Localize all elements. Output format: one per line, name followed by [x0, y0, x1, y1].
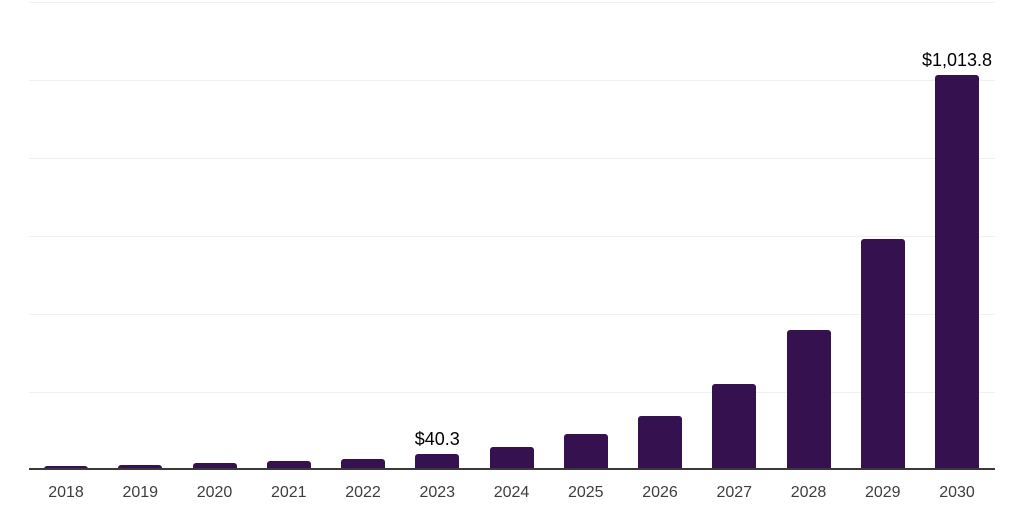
gridline-200	[29, 392, 995, 393]
x-tick-2023: 2023	[419, 484, 456, 501]
x-tick-2021: 2021	[270, 484, 307, 501]
x-tick-2018: 2018	[48, 484, 84, 501]
x-tick-2024: 2024	[493, 484, 530, 501]
x-axis-line	[29, 468, 995, 470]
x-tick-2022: 2022	[345, 484, 381, 501]
bar-2028	[786, 329, 831, 470]
bar-2018	[44, 465, 88, 470]
x-tick-2030: 2030	[939, 484, 975, 501]
bar-2030	[935, 74, 979, 470]
bar-2027	[712, 384, 757, 470]
gridline-400	[29, 314, 995, 315]
data-label-2023: $40.3	[414, 429, 460, 450]
x-tick-2026: 2026	[642, 484, 678, 501]
x-tick-2028: 2028	[790, 484, 827, 501]
bar-2020	[192, 463, 237, 470]
data-label-2030: $1,013.8	[921, 49, 993, 70]
gridline-1200	[29, 2, 995, 3]
bar-2026	[638, 416, 682, 470]
bar-2019	[118, 464, 163, 470]
x-tick-2029: 2029	[864, 484, 901, 501]
x-tick-2019: 2019	[122, 484, 159, 501]
bar-2023	[415, 454, 460, 470]
bar-2021	[266, 461, 311, 470]
bar-2024	[489, 446, 534, 470]
plot-area: $40.3 $1,013.8	[29, 2, 995, 470]
x-tick-2027: 2027	[716, 484, 753, 501]
bar-2025	[563, 434, 608, 470]
gridline-800	[29, 158, 995, 159]
bar-2022	[341, 459, 385, 470]
x-tick-2020: 2020	[196, 484, 233, 501]
gridline-600	[29, 236, 995, 237]
x-tick-2025: 2025	[567, 484, 604, 501]
gridline-1000	[29, 80, 995, 81]
bar-2029	[860, 239, 905, 470]
